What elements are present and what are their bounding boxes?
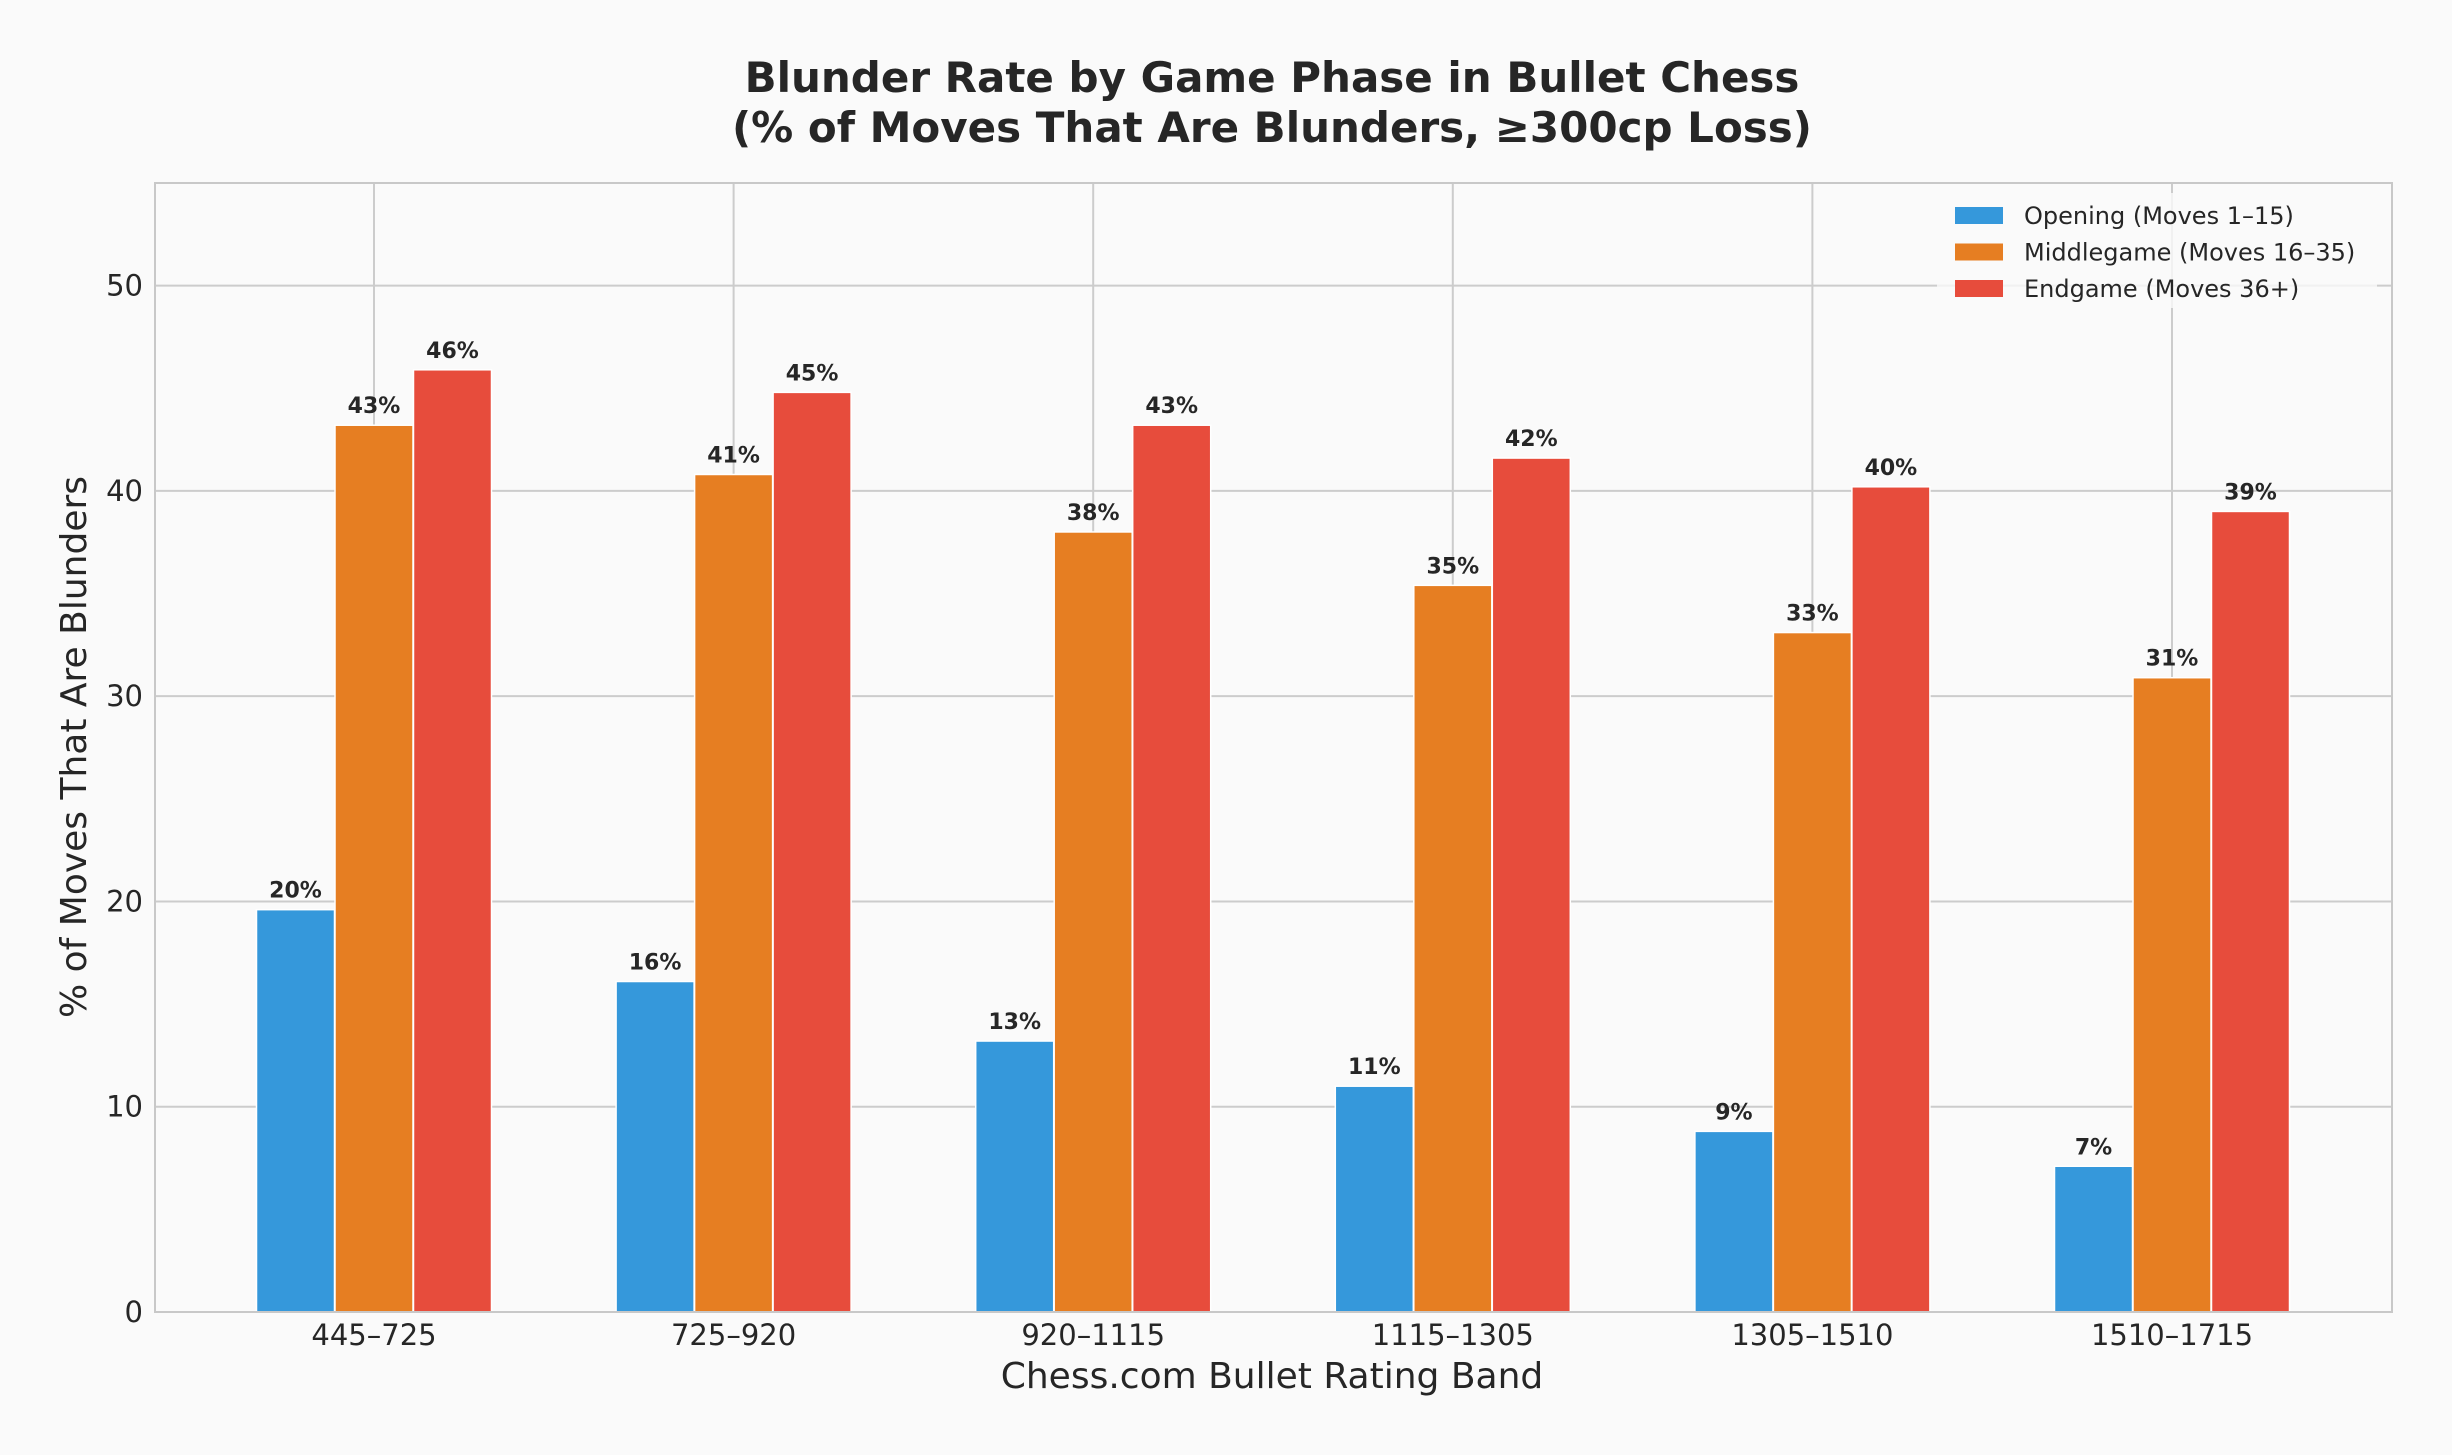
bar-value-label: 40% <box>1865 456 1918 481</box>
bar <box>1413 584 1493 1313</box>
y-tick-label: 20 <box>106 884 143 918</box>
plot-frame <box>154 182 2393 1313</box>
bar-value-label: 39% <box>2224 480 2277 505</box>
bar-value-label: 35% <box>1426 554 1479 579</box>
legend: Opening (Moves 1–15) Middlegame (Moves 16… <box>1937 193 2377 308</box>
x-tick-label: 445–725 <box>311 1318 436 1352</box>
bar <box>2210 510 2291 1313</box>
chart-title-line-2: (% of Moves That Are Blunders, ≥300cp Lo… <box>732 103 1812 152</box>
bar <box>255 908 336 1313</box>
bar-value-label: 9% <box>1715 1100 1752 1125</box>
x-tick-label: 920–1115 <box>1021 1318 1165 1352</box>
x-tick-label: 725–920 <box>671 1318 796 1352</box>
bar <box>2053 1165 2134 1313</box>
bar <box>615 980 695 1313</box>
bar <box>1694 1130 1774 1313</box>
bar <box>1131 424 1212 1313</box>
bar <box>1851 486 1931 1313</box>
y-tick-label: 10 <box>106 1090 143 1124</box>
bar <box>1053 531 1133 1313</box>
y-axis-ticks: 0 10 20 30 40 50 <box>106 269 143 1329</box>
bar <box>1772 631 1853 1313</box>
bar <box>1491 457 1572 1313</box>
bar <box>1334 1085 1415 1313</box>
x-tick-label: 1115–1305 <box>1372 1318 1534 1352</box>
data-labels: 20% 16% 13% 11% 9% 7% 43% 41% 38% 35% 33% 31% 46% 45%… <box>269 339 2277 1160</box>
chart-title-line-1: Blunder Rate by Game Phase in Bullet Che… <box>745 53 1800 102</box>
bar-value-label: 41% <box>707 443 760 468</box>
bar-value-label: 43% <box>348 394 401 419</box>
bar-value-label: 13% <box>988 1010 1041 1035</box>
y-tick-label: 30 <box>106 679 143 713</box>
bar <box>772 391 852 1313</box>
legend-swatch <box>1955 207 2003 224</box>
bar <box>412 369 493 1313</box>
legend-background <box>1937 193 2377 308</box>
y-tick-label: 50 <box>106 269 143 303</box>
y-tick-label: 0 <box>125 1295 143 1329</box>
bar-value-label: 31% <box>2146 647 2199 672</box>
y-axis-label: % of Moves That Are Blunders <box>54 476 95 1018</box>
bar-value-label: 45% <box>786 361 839 386</box>
x-tick-label: 1510–1715 <box>2091 1318 2253 1352</box>
bar-value-label: 33% <box>1786 602 1839 627</box>
x-tick-label: 1305–1510 <box>1731 1318 1893 1352</box>
bars <box>255 369 2291 1313</box>
bar-value-label: 42% <box>1505 427 1558 452</box>
bar-value-label: 16% <box>629 951 682 976</box>
bar-value-label: 38% <box>1067 501 1120 526</box>
x-axis-label: Chess.com Bullet Rating Band <box>1001 1356 1544 1397</box>
bar <box>974 1040 1055 1313</box>
bar <box>693 473 774 1313</box>
bar-value-label: 43% <box>1145 394 1198 419</box>
y-tick-label: 40 <box>106 474 143 508</box>
bar-value-label: 20% <box>269 879 322 904</box>
bar-value-label: 7% <box>2075 1135 2112 1160</box>
bar <box>334 424 414 1313</box>
legend-entry: Opening (Moves 1–15) <box>2024 202 2294 230</box>
legend-entry: Endgame (Moves 36+) <box>2024 275 2299 303</box>
bar-value-label: 46% <box>426 339 479 364</box>
bar-value-label: 11% <box>1348 1055 1401 1080</box>
legend-swatch <box>1955 280 2003 297</box>
bar <box>2132 676 2212 1313</box>
x-axis-ticks: 445–725 725–920 920–1115 1115–1305 1305–1510… <box>311 1318 2253 1352</box>
legend-swatch <box>1955 243 2003 261</box>
legend-entry: Middlegame (Moves 16–35) <box>2024 239 2355 267</box>
